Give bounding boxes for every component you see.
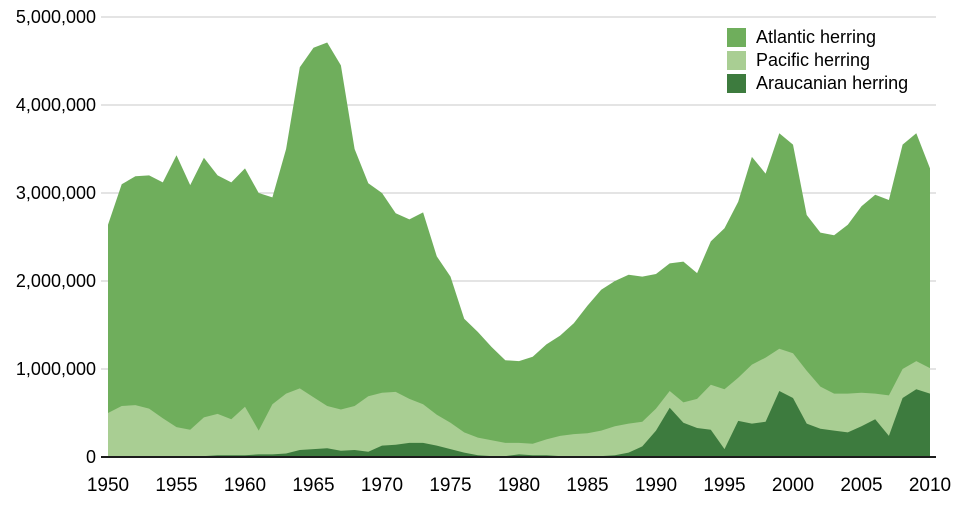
legend-item-pacific-herring: Pacific herring xyxy=(727,50,908,70)
x-tick-label: 1970 xyxy=(361,475,403,496)
x-tick-label: 1965 xyxy=(292,475,334,496)
legend-label: Atlantic herring xyxy=(756,27,877,47)
x-tick-label: 1960 xyxy=(224,475,266,496)
x-tick-label: 1955 xyxy=(155,475,197,496)
y-tick-label: 4,000,000 xyxy=(16,95,96,115)
legend-swatch-pacific-herring xyxy=(727,50,746,70)
x-tick-label: 2005 xyxy=(840,475,882,496)
y-tick-label: 3,000,000 xyxy=(16,183,96,203)
y-tick-label: 5,000,000 xyxy=(16,7,96,27)
x-tick-label: 1950 xyxy=(87,475,129,496)
area-pacific-herring xyxy=(108,348,930,457)
y-tick-label: 1,000,000 xyxy=(16,359,96,379)
y-tick-label: 0 xyxy=(86,447,96,467)
legend-swatch-araucanian-herring xyxy=(727,73,746,93)
legend: Atlantic herring Pacific herring Araucania… xyxy=(727,27,908,93)
legend-item-araucanian-herring: Araucanian herring xyxy=(727,73,908,93)
area-araucanian-herring xyxy=(108,389,930,457)
x-tick-label: 2010 xyxy=(909,475,951,496)
legend-label: Pacific herring xyxy=(756,50,871,70)
x-tick-label: 1985 xyxy=(566,475,608,496)
legend-item-atlantic-herring: Atlantic herring xyxy=(727,27,908,47)
x-tick-label: 1975 xyxy=(429,475,471,496)
x-tick-label: 2000 xyxy=(772,475,814,496)
y-tick-label: 2,000,000 xyxy=(16,271,96,291)
x-tick-label: 1990 xyxy=(635,475,677,496)
area-atlantic-herring xyxy=(108,42,930,457)
legend-label: Araucanian herring xyxy=(756,73,909,93)
x-tick-label: 1995 xyxy=(703,475,745,496)
x-tick-label: 1980 xyxy=(498,475,540,496)
legend-swatch-atlantic-herring xyxy=(727,27,746,47)
